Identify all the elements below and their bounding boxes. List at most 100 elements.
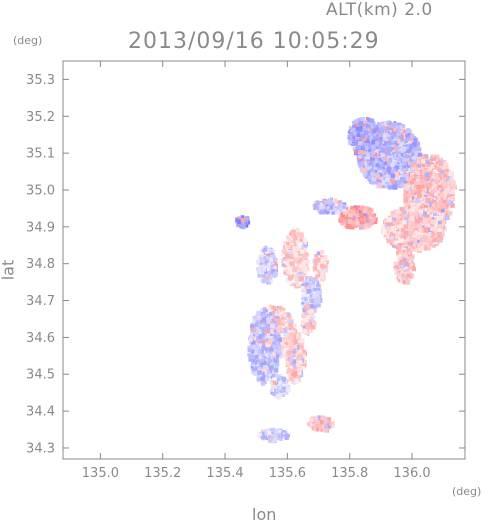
field-cell <box>407 206 411 209</box>
field-cell <box>440 197 443 200</box>
field-cell <box>305 259 311 265</box>
field-cell <box>373 217 378 222</box>
field-cell <box>421 221 424 225</box>
field-cell <box>395 134 400 139</box>
field-cell <box>351 132 355 136</box>
field-cell <box>436 190 440 194</box>
field-cell <box>259 256 262 259</box>
field-cell <box>318 202 323 207</box>
field-cell <box>407 151 412 156</box>
field-cell <box>350 222 355 228</box>
field-cell <box>297 232 303 238</box>
field-cell <box>390 162 395 168</box>
field-cell <box>315 200 320 206</box>
field-cell <box>382 122 385 125</box>
field-cell <box>416 145 420 150</box>
field-cell <box>289 270 293 273</box>
field-cell <box>403 253 408 259</box>
field-cell <box>416 184 421 190</box>
field-cell <box>384 145 389 149</box>
velocity-field <box>235 116 457 444</box>
field-cell <box>394 132 398 136</box>
field-cell <box>368 143 371 146</box>
field-cell <box>355 130 358 133</box>
field-cell <box>271 269 276 274</box>
field-cell <box>394 123 398 127</box>
field-cell <box>357 155 362 159</box>
field-cell <box>362 124 366 127</box>
field-cell <box>423 216 427 219</box>
field-cell <box>450 186 453 190</box>
x-axis-label: lon <box>252 505 277 524</box>
field-cell <box>283 266 287 270</box>
field-cell <box>385 172 389 175</box>
field-cell <box>420 246 424 249</box>
field-cell <box>390 135 394 140</box>
field-cell <box>427 211 430 214</box>
field-cell <box>356 221 360 225</box>
field-cell <box>375 133 380 138</box>
field-cell <box>410 185 413 188</box>
field-cell <box>295 277 300 282</box>
field-cell <box>281 254 285 257</box>
field-cell <box>431 231 435 235</box>
field-cell <box>435 238 439 242</box>
field-cell <box>388 160 392 164</box>
field-cell <box>426 168 429 171</box>
field-cell <box>397 148 401 152</box>
field-cell <box>422 177 428 182</box>
field-cell <box>385 221 388 225</box>
field-cell <box>293 257 299 262</box>
field-cell <box>283 249 287 253</box>
field-cell <box>372 177 376 180</box>
field-cell <box>417 164 421 168</box>
field-cell <box>371 139 377 145</box>
field-cell <box>382 168 387 173</box>
field-cell <box>372 136 377 141</box>
field-cell <box>406 143 410 147</box>
field-cell <box>291 328 297 333</box>
field-cell <box>380 130 384 134</box>
field-cell <box>392 181 398 186</box>
field-cell <box>383 218 387 221</box>
field-cell <box>386 146 392 152</box>
field-cell <box>289 252 295 257</box>
field-cell <box>397 140 401 144</box>
field-cell <box>440 189 444 193</box>
field-cell <box>359 138 362 142</box>
field-cell <box>278 305 283 310</box>
field-cell <box>365 172 369 175</box>
field-cell <box>411 187 414 190</box>
field-cell <box>383 150 388 154</box>
field-cell <box>386 226 391 231</box>
field-cell <box>356 117 361 122</box>
field-cell <box>352 124 356 129</box>
field-cell <box>398 242 401 246</box>
field-cell <box>392 128 397 132</box>
field-cell <box>407 185 410 188</box>
field-cell <box>372 175 375 178</box>
field-cell <box>433 211 436 214</box>
field-cell <box>370 213 374 217</box>
field-cell <box>383 234 387 238</box>
field-cell <box>420 167 425 172</box>
field-cell <box>292 245 296 250</box>
field-cell <box>276 311 280 314</box>
field-cell <box>415 215 420 220</box>
field-cell <box>289 315 293 319</box>
field-cell <box>326 211 330 215</box>
field-cell <box>396 157 399 160</box>
field-cell <box>414 185 418 189</box>
field-cell <box>451 196 454 199</box>
field-cell <box>363 224 369 229</box>
field-cell <box>291 235 294 238</box>
field-cell <box>427 223 432 228</box>
field-cell <box>406 235 411 240</box>
field-cell <box>289 329 293 334</box>
field-cell <box>279 321 282 324</box>
field-cell <box>402 231 405 235</box>
field-cell <box>385 157 389 162</box>
field-cell <box>426 213 429 216</box>
field-cell <box>297 258 301 263</box>
field-cell <box>361 150 366 155</box>
